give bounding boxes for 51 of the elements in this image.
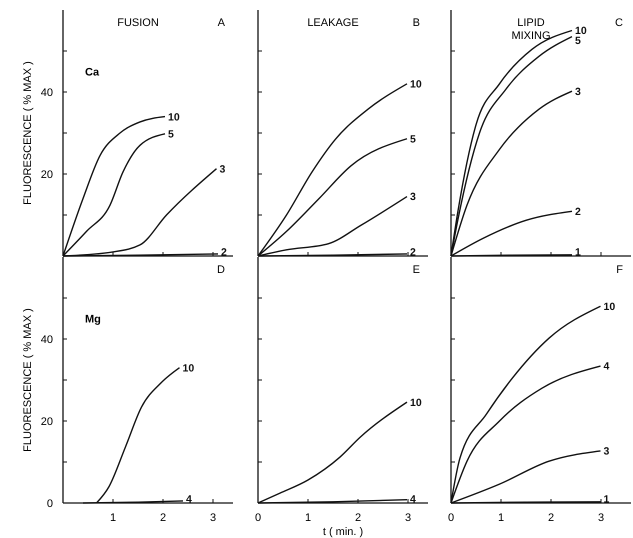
series-label: 4 xyxy=(410,494,416,506)
series-label: 3 xyxy=(604,446,610,458)
series-label: 2 xyxy=(221,246,227,259)
series-label: 4 xyxy=(186,494,192,506)
series-label: 10 xyxy=(182,362,194,374)
series-label: 10 xyxy=(410,78,422,90)
series-label: 2 xyxy=(575,206,581,218)
text: FUSION xyxy=(117,17,159,29)
series-label: 10 xyxy=(168,111,180,124)
series-label: 4 xyxy=(604,360,610,373)
series-label: 5 xyxy=(168,128,174,140)
series-label: 1 xyxy=(575,246,581,259)
series-label: 3 xyxy=(220,163,226,176)
x-tick-label: 1 xyxy=(110,512,116,524)
annotation: F xyxy=(616,264,624,276)
annotation: A xyxy=(218,17,226,29)
series-label: 3 xyxy=(575,86,581,98)
series-label: 10 xyxy=(575,25,587,38)
y-tick-label: 40 xyxy=(40,334,53,346)
series-label: 5 xyxy=(410,133,416,146)
x-tick-label: 1 xyxy=(304,512,312,524)
x-tick-label: 1 xyxy=(498,512,504,524)
y-tick-label: 20 xyxy=(40,416,53,428)
annotation: E xyxy=(412,264,420,276)
series-label: 10 xyxy=(604,300,616,313)
series-label: 2 xyxy=(410,246,416,259)
series-label: 10 xyxy=(410,396,422,409)
annotation: Mg xyxy=(85,314,101,326)
x-tick-label: 0 xyxy=(448,512,454,524)
text: LIPID MIXING xyxy=(511,17,551,42)
x-tick-label: 2 xyxy=(354,512,362,524)
text: LEAKAGE xyxy=(307,17,359,29)
y-tick-label: 40 xyxy=(40,86,53,99)
series-label: 5 xyxy=(575,35,581,48)
y-axis-title: FLUORESCENCE ( % MAX ) xyxy=(22,308,34,452)
annotation: Ca xyxy=(85,66,100,79)
x-tick-label: 0 xyxy=(254,512,262,524)
series-label: 1 xyxy=(604,494,610,506)
annotation: D xyxy=(217,264,226,276)
x-tick-label: 3 xyxy=(210,512,216,524)
annotation: B xyxy=(412,17,420,29)
x-tick-label: 2 xyxy=(160,512,166,524)
x-tick-label: 2 xyxy=(548,512,554,524)
x-axis-title: t ( min. ) xyxy=(322,526,364,538)
y-tick-label: 20 xyxy=(40,168,53,181)
x-tick-label: 3 xyxy=(598,512,604,524)
y-axis-title: FLUORESCENCE ( % MAX ) xyxy=(22,61,34,205)
x-tick-label: 3 xyxy=(404,512,412,524)
annotation: C xyxy=(615,17,624,29)
y-tick-label: 0 xyxy=(46,498,53,510)
series-label: 3 xyxy=(410,191,416,204)
